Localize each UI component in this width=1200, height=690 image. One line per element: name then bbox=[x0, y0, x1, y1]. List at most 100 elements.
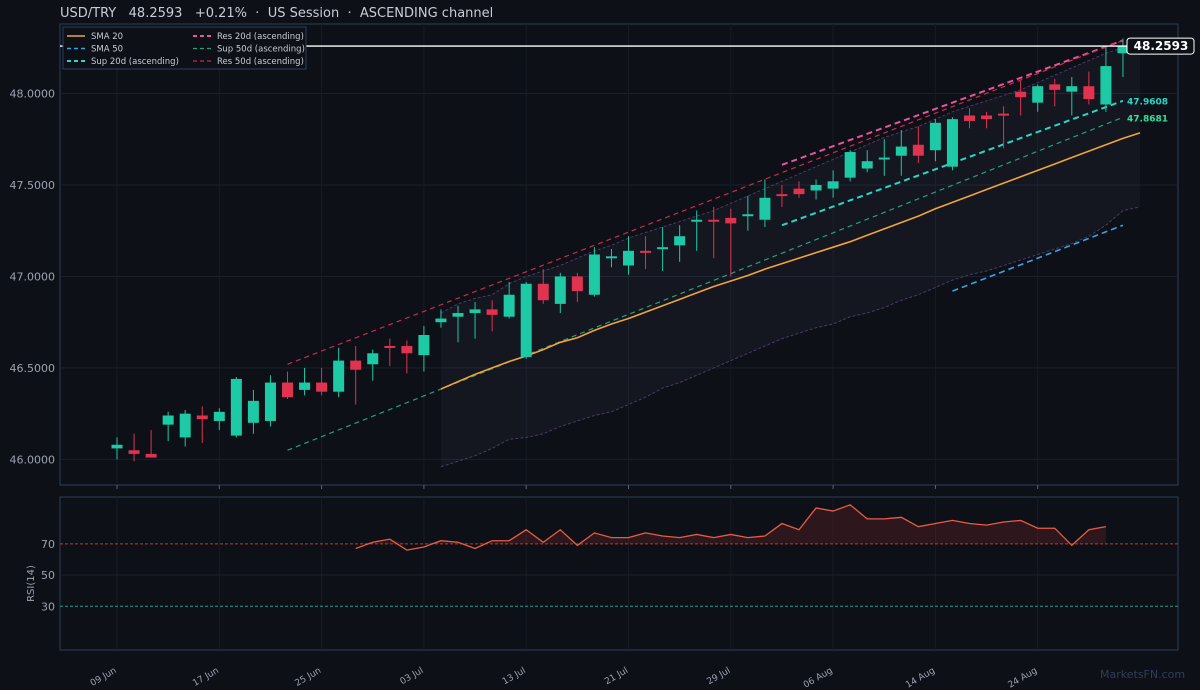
candle-up bbox=[861, 161, 873, 169]
candle-up bbox=[895, 146, 907, 156]
price-tick-label: 47.5000 bbox=[10, 179, 56, 192]
candle-down bbox=[571, 276, 583, 292]
legend-label: Sup 20d (ascending) bbox=[91, 57, 179, 67]
x-tick-label: 24 Aug bbox=[1007, 666, 1040, 690]
legend-label: SMA 50 bbox=[91, 45, 123, 55]
candle-down bbox=[964, 115, 975, 121]
candle-down bbox=[998, 113, 1010, 116]
candle-down bbox=[793, 188, 805, 195]
candle-down bbox=[1083, 86, 1095, 100]
last-price-label: 48.2593 bbox=[1134, 39, 1189, 53]
candle-up bbox=[946, 119, 958, 167]
candle-up bbox=[554, 276, 566, 304]
candle-up bbox=[367, 353, 379, 365]
level-label: 47.9608 bbox=[1127, 98, 1168, 108]
rsi-tick-label: 70 bbox=[41, 538, 55, 551]
x-tick-label: 14 Aug bbox=[904, 666, 937, 690]
candle-up bbox=[452, 313, 464, 317]
price-tick-label: 46.0000 bbox=[10, 453, 56, 466]
candle-down bbox=[1049, 84, 1061, 90]
watermark: MarketsFN.com bbox=[1100, 668, 1186, 681]
candle-up bbox=[759, 197, 771, 220]
price-label: 48.2593 bbox=[128, 6, 183, 21]
candle-up bbox=[878, 157, 890, 160]
bollinger-lower-line bbox=[440, 206, 1141, 468]
sma20-line bbox=[440, 132, 1141, 390]
x-tick-label: 09 Jun bbox=[89, 666, 119, 689]
candle-down bbox=[537, 283, 549, 301]
candle-up bbox=[588, 254, 600, 295]
x-tick-label: 03 Jul bbox=[399, 666, 426, 687]
candle-up bbox=[1100, 66, 1112, 105]
candle-down bbox=[145, 453, 157, 458]
legend-label: Res 50d (ascending) bbox=[217, 57, 304, 67]
x-tick-label: 21 Jul bbox=[603, 666, 630, 687]
x-tick-label: 25 Jun bbox=[294, 666, 324, 689]
candle-up bbox=[657, 247, 669, 250]
legend-label: Sup 50d (ascending) bbox=[217, 45, 305, 55]
candle-up bbox=[623, 250, 634, 266]
symbol-label: USD/TRY bbox=[60, 6, 117, 21]
x-tick-label: 13 Jul bbox=[501, 666, 528, 687]
candle-up bbox=[1032, 86, 1044, 103]
candle-up bbox=[503, 294, 515, 317]
last-price-badge bbox=[1126, 37, 1195, 55]
price-tick-label: 48.0000 bbox=[10, 88, 56, 101]
candle-up bbox=[230, 378, 242, 436]
candle-down bbox=[981, 115, 993, 120]
legend-label: Res 20d (ascending) bbox=[217, 32, 304, 42]
rsi-line bbox=[355, 504, 1107, 551]
pattern-label: ASCENDING channel bbox=[359, 6, 494, 21]
candle-up bbox=[605, 256, 617, 259]
candle-down bbox=[282, 382, 293, 398]
candle-down bbox=[384, 345, 396, 348]
candle-down bbox=[128, 450, 140, 454]
x-tick-label: 06 Aug bbox=[802, 666, 835, 690]
candle-up bbox=[929, 122, 941, 151]
candle-down bbox=[196, 415, 208, 420]
candle-down bbox=[912, 144, 924, 156]
line-sma-50 bbox=[952, 224, 1124, 292]
candle-up bbox=[162, 415, 174, 425]
candle-up bbox=[520, 283, 532, 357]
x-tick-label: 17 Jun bbox=[191, 666, 221, 689]
rsi-overbought-fill bbox=[355, 504, 1106, 544]
candle-up bbox=[333, 360, 345, 392]
candle-up bbox=[827, 181, 839, 189]
candle-up bbox=[844, 152, 856, 178]
x-tick-label: 29 Jul bbox=[706, 666, 733, 687]
candle-up bbox=[435, 318, 447, 323]
candle-up bbox=[111, 444, 123, 449]
price-panel bbox=[59, 23, 1179, 486]
price-tick-label: 46.5000 bbox=[10, 362, 56, 375]
candle-up bbox=[299, 382, 311, 390]
chart-header: USD/TRY 48.2593 +0.21% · US Session · AS… bbox=[60, 6, 494, 21]
candle-up bbox=[691, 219, 703, 222]
candle-up bbox=[179, 413, 191, 438]
candle-down bbox=[350, 360, 362, 370]
bollinger-band bbox=[440, 42, 1140, 467]
session-label: US Session bbox=[267, 6, 340, 21]
price-tick-label: 47.0000 bbox=[10, 270, 56, 283]
candle-up bbox=[418, 334, 430, 356]
legend-label: SMA 20 bbox=[91, 32, 123, 42]
candle-up bbox=[213, 411, 225, 421]
candle-down bbox=[316, 382, 328, 392]
rsi-axis-label: RSI(14) bbox=[26, 565, 37, 602]
candle-up bbox=[810, 184, 822, 191]
candle-down bbox=[776, 194, 788, 197]
bollinger-upper-line bbox=[440, 41, 1141, 314]
level-label: 47.8681 bbox=[1127, 115, 1168, 125]
candle-down bbox=[1015, 91, 1027, 98]
candle-down bbox=[708, 219, 720, 222]
candle-up bbox=[264, 382, 276, 421]
candle-up bbox=[674, 236, 686, 246]
rsi-panel bbox=[59, 496, 1179, 651]
candle-up bbox=[247, 400, 259, 423]
rsi-tick-label: 30 bbox=[41, 600, 55, 613]
change-label: +0.21% bbox=[194, 6, 248, 21]
line-sup-50d-ascending bbox=[287, 116, 1124, 451]
candle-down bbox=[486, 309, 498, 315]
legend-box bbox=[62, 26, 307, 70]
